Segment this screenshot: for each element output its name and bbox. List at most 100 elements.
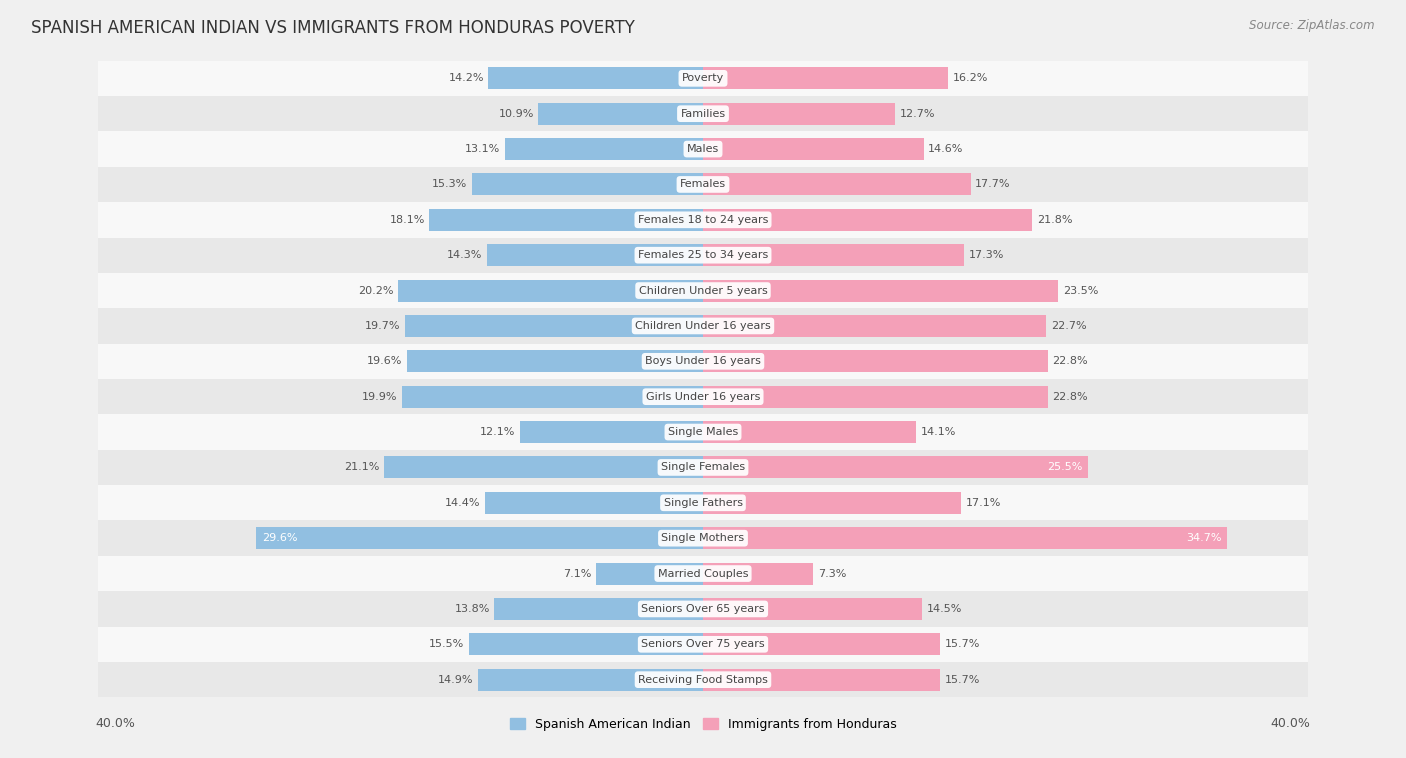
Bar: [703, 634, 941, 655]
Bar: [468, 634, 703, 655]
Text: 17.3%: 17.3%: [969, 250, 1004, 260]
Text: Boys Under 16 years: Boys Under 16 years: [645, 356, 761, 366]
Text: 13.1%: 13.1%: [465, 144, 501, 154]
Bar: [98, 96, 1308, 131]
Bar: [98, 591, 1308, 627]
Text: 21.8%: 21.8%: [1038, 215, 1073, 225]
Text: 34.7%: 34.7%: [1185, 533, 1222, 543]
Text: 14.5%: 14.5%: [927, 604, 962, 614]
Bar: [98, 273, 1308, 309]
Bar: [98, 662, 1308, 697]
Bar: [703, 528, 1227, 549]
Text: 14.6%: 14.6%: [928, 144, 963, 154]
Bar: [485, 492, 703, 514]
Bar: [703, 421, 917, 443]
Bar: [505, 138, 703, 160]
Bar: [488, 67, 703, 89]
Text: 19.7%: 19.7%: [366, 321, 401, 331]
Text: 14.9%: 14.9%: [437, 675, 474, 684]
Bar: [520, 421, 703, 443]
Text: 12.7%: 12.7%: [900, 108, 935, 119]
Text: 40.0%: 40.0%: [96, 717, 135, 731]
Text: 16.2%: 16.2%: [952, 74, 988, 83]
Bar: [703, 492, 962, 514]
Bar: [98, 309, 1308, 343]
Bar: [472, 174, 703, 196]
Bar: [98, 61, 1308, 96]
Text: 14.3%: 14.3%: [447, 250, 482, 260]
Bar: [703, 174, 970, 196]
Text: 7.3%: 7.3%: [818, 568, 846, 578]
Text: SPANISH AMERICAN INDIAN VS IMMIGRANTS FROM HONDURAS POVERTY: SPANISH AMERICAN INDIAN VS IMMIGRANTS FR…: [31, 19, 634, 37]
Text: Poverty: Poverty: [682, 74, 724, 83]
Bar: [98, 167, 1308, 202]
Text: Girls Under 16 years: Girls Under 16 years: [645, 392, 761, 402]
Text: Single Fathers: Single Fathers: [664, 498, 742, 508]
Bar: [703, 598, 922, 620]
Text: 15.7%: 15.7%: [945, 675, 980, 684]
Legend: Spanish American Indian, Immigrants from Honduras: Spanish American Indian, Immigrants from…: [505, 713, 901, 736]
Text: Married Couples: Married Couples: [658, 568, 748, 578]
Text: 10.9%: 10.9%: [498, 108, 534, 119]
Bar: [405, 315, 703, 337]
Bar: [98, 627, 1308, 662]
Text: 7.1%: 7.1%: [562, 568, 591, 578]
Text: Males: Males: [688, 144, 718, 154]
Bar: [98, 449, 1308, 485]
Text: Females 18 to 24 years: Females 18 to 24 years: [638, 215, 768, 225]
Text: Single Males: Single Males: [668, 427, 738, 437]
Text: 22.7%: 22.7%: [1050, 321, 1087, 331]
Bar: [538, 103, 703, 124]
Bar: [406, 350, 703, 372]
Bar: [429, 209, 703, 230]
Text: Females 25 to 34 years: Females 25 to 34 years: [638, 250, 768, 260]
Bar: [703, 67, 948, 89]
Text: 21.1%: 21.1%: [344, 462, 380, 472]
Text: 23.5%: 23.5%: [1063, 286, 1098, 296]
Bar: [703, 103, 896, 124]
Bar: [703, 669, 941, 691]
Bar: [398, 280, 703, 302]
Text: 40.0%: 40.0%: [1271, 717, 1310, 731]
Text: Seniors Over 75 years: Seniors Over 75 years: [641, 639, 765, 650]
Text: 29.6%: 29.6%: [262, 533, 297, 543]
Text: Females: Females: [681, 180, 725, 190]
Text: 14.4%: 14.4%: [446, 498, 481, 508]
Bar: [98, 237, 1308, 273]
Text: 20.2%: 20.2%: [357, 286, 394, 296]
Text: Source: ZipAtlas.com: Source: ZipAtlas.com: [1250, 19, 1375, 32]
Text: 18.1%: 18.1%: [389, 215, 425, 225]
Bar: [98, 415, 1308, 449]
Bar: [703, 315, 1046, 337]
Text: 14.2%: 14.2%: [449, 74, 484, 83]
Text: Children Under 5 years: Children Under 5 years: [638, 286, 768, 296]
Text: 22.8%: 22.8%: [1052, 356, 1088, 366]
Text: 22.8%: 22.8%: [1052, 392, 1088, 402]
Bar: [98, 556, 1308, 591]
Bar: [703, 244, 965, 266]
Bar: [703, 209, 1032, 230]
Bar: [703, 350, 1047, 372]
Bar: [98, 202, 1308, 237]
Bar: [384, 456, 703, 478]
Text: Single Females: Single Females: [661, 462, 745, 472]
Bar: [98, 343, 1308, 379]
Bar: [98, 131, 1308, 167]
Bar: [495, 598, 703, 620]
Text: 17.1%: 17.1%: [966, 498, 1001, 508]
Text: Families: Families: [681, 108, 725, 119]
Bar: [98, 379, 1308, 415]
Text: 15.3%: 15.3%: [432, 180, 467, 190]
Text: 15.7%: 15.7%: [945, 639, 980, 650]
Bar: [703, 386, 1047, 408]
Text: 15.5%: 15.5%: [429, 639, 464, 650]
Text: 19.9%: 19.9%: [363, 392, 398, 402]
Bar: [486, 244, 703, 266]
Text: Receiving Food Stamps: Receiving Food Stamps: [638, 675, 768, 684]
Bar: [256, 528, 703, 549]
Bar: [703, 138, 924, 160]
Text: 12.1%: 12.1%: [481, 427, 516, 437]
Bar: [98, 485, 1308, 521]
Bar: [98, 521, 1308, 556]
Text: 19.6%: 19.6%: [367, 356, 402, 366]
